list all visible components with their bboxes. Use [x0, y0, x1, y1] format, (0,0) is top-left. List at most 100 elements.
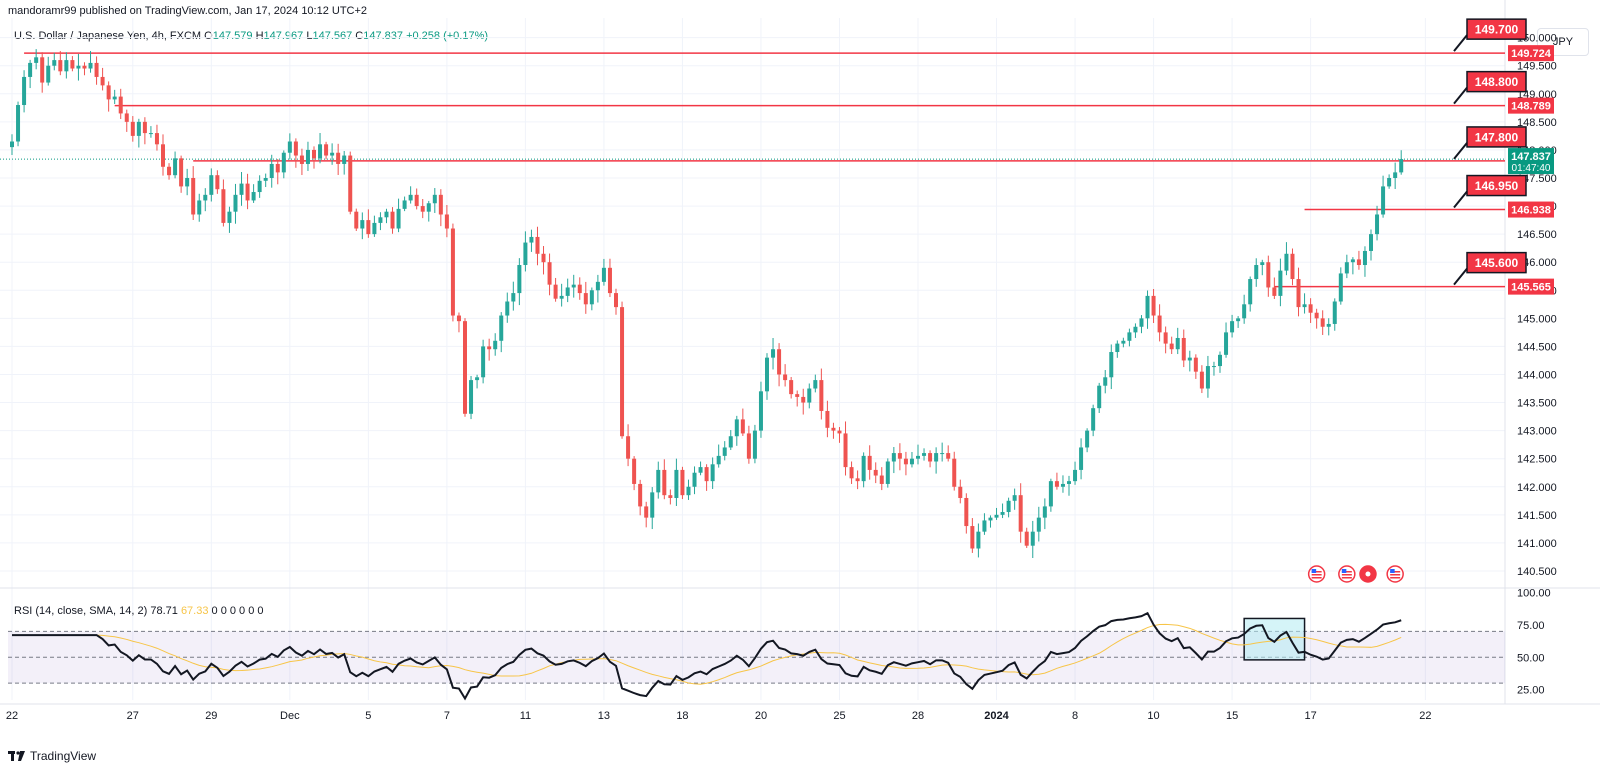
candle-body — [481, 346, 486, 378]
candle-body — [825, 410, 830, 428]
candle-body — [378, 217, 383, 223]
candle-body — [571, 284, 576, 288]
candle-body — [293, 141, 298, 156]
callout-pointer — [1453, 190, 1468, 209]
candle-body — [396, 208, 401, 229]
open-label: O — [204, 30, 213, 42]
candle-body — [523, 242, 528, 266]
candle-body — [469, 380, 474, 414]
candle-body — [191, 177, 196, 215]
price-tick-label: 141.000 — [1517, 538, 1557, 550]
candle-body — [1097, 385, 1102, 409]
candle-body — [662, 469, 667, 496]
low-label: L — [306, 30, 313, 42]
candle-body — [1242, 304, 1247, 319]
candle-body — [789, 380, 794, 395]
candle-body — [982, 520, 987, 532]
time-tick-label: 22 — [1419, 710, 1431, 722]
candle-body — [100, 76, 105, 86]
us-flag-event-icon[interactable] — [1338, 565, 1356, 583]
time-tick-label: 27 — [127, 710, 139, 722]
candle-body — [1073, 469, 1078, 482]
candle-body — [692, 472, 697, 487]
candle-body — [614, 293, 618, 308]
candle-body — [1127, 332, 1132, 341]
candle-body — [52, 60, 57, 66]
candle-body — [861, 455, 866, 482]
time-axis: 22 27 29 Dec 5 7 11 13 18 20 25 28 2024 8 10 15 17 22 — [6, 710, 1432, 722]
us-flag-event-icon[interactable] — [1359, 565, 1377, 583]
candle-body — [1079, 447, 1084, 470]
countdown-label: 01:47:40 — [1512, 163, 1551, 174]
candle-body — [813, 380, 818, 389]
candle-body — [632, 458, 637, 484]
candle-body — [299, 155, 304, 164]
price-tick-label: 143.000 — [1517, 426, 1557, 438]
candle-body — [70, 60, 75, 69]
candle-body — [1157, 315, 1162, 333]
candle-body — [1067, 481, 1071, 484]
candle-body — [698, 467, 703, 473]
candle-body — [716, 455, 721, 465]
candle-body — [1115, 343, 1120, 353]
candle-body — [783, 374, 788, 381]
candle-body — [801, 396, 806, 403]
event-flags — [1307, 565, 1404, 583]
candle-body — [831, 427, 836, 431]
price-tick-label: 150.000 — [1517, 33, 1557, 45]
tradingview-brand[interactable]: TradingView — [8, 749, 96, 763]
candle-body — [1085, 430, 1090, 448]
candle-body — [1248, 279, 1253, 305]
time-tick-label: 18 — [676, 710, 688, 722]
candle-body — [765, 357, 769, 392]
candle-body — [777, 349, 782, 375]
candle-body — [722, 447, 727, 456]
candle-body — [64, 60, 69, 72]
candle-body — [275, 163, 280, 173]
price-tick-label: 148.500 — [1517, 117, 1557, 129]
time-tick-label: 13 — [598, 710, 610, 722]
candle-body — [1012, 495, 1017, 501]
us-flag-event-icon[interactable] — [1386, 565, 1404, 583]
candle-body — [1121, 340, 1126, 344]
candle-body — [348, 155, 353, 212]
us-flag-event-icon[interactable] — [1307, 565, 1326, 583]
candle-body — [263, 177, 268, 181]
candle-body — [1278, 270, 1283, 296]
candle-body — [148, 133, 153, 135]
candle-body — [34, 57, 39, 63]
candle-body — [644, 506, 649, 518]
candle-body — [1199, 371, 1204, 389]
candle-body — [414, 194, 419, 207]
candle-body — [330, 152, 335, 156]
candle-body — [402, 200, 407, 209]
time-tick-label: 17 — [1304, 710, 1316, 722]
candle-body — [704, 467, 709, 482]
candle-body — [1030, 531, 1035, 546]
candle-body — [909, 458, 914, 465]
candle-body — [287, 141, 292, 153]
candle-body — [1103, 377, 1108, 386]
candle-body — [1054, 481, 1059, 487]
candle-body — [1362, 250, 1367, 266]
candle-body — [728, 436, 733, 448]
time-tick-label: 20 — [755, 710, 767, 722]
level-price-tag-label: 145.565 — [1511, 282, 1551, 294]
candle-body — [22, 76, 27, 106]
candle-body — [360, 220, 365, 229]
candle-body — [843, 433, 848, 468]
candle-body — [124, 113, 129, 122]
candle-body — [601, 267, 606, 282]
candle-body — [517, 265, 522, 294]
candle-body — [1175, 337, 1180, 350]
candle-body — [106, 85, 111, 100]
candle-body — [112, 96, 117, 100]
candle-body — [903, 458, 908, 465]
candle-body — [583, 293, 588, 305]
time-tick-label: 11 — [520, 710, 531, 722]
candle-body — [505, 301, 510, 316]
callout-pointer — [1453, 87, 1468, 105]
candle-body — [1381, 186, 1386, 215]
candle-body — [1109, 352, 1114, 378]
